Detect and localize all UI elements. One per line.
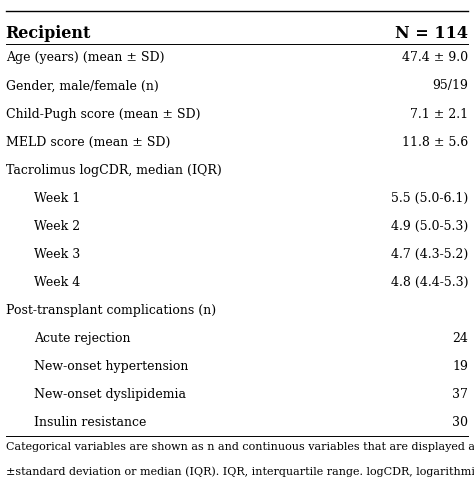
Text: 19: 19 [453, 360, 468, 373]
Text: Week 2: Week 2 [34, 220, 80, 233]
Text: New-onset dyslipidemia: New-onset dyslipidemia [34, 388, 186, 401]
Text: 24: 24 [453, 332, 468, 345]
Text: 47.4 ± 9.0: 47.4 ± 9.0 [402, 51, 468, 64]
Text: N = 114: N = 114 [395, 25, 468, 42]
Text: Categorical variables are shown as n and continuous variables that are displayed: Categorical variables are shown as n and… [6, 442, 474, 452]
Text: 95/19: 95/19 [432, 79, 468, 93]
Text: Child-Pugh score (mean ± SD): Child-Pugh score (mean ± SD) [6, 108, 200, 120]
Text: 30: 30 [452, 417, 468, 430]
Text: Age (years) (mean ± SD): Age (years) (mean ± SD) [6, 51, 164, 64]
Text: Tacrolimus logCDR, median (IQR): Tacrolimus logCDR, median (IQR) [6, 164, 221, 177]
Text: Post-transplant complications (n): Post-transplant complications (n) [6, 304, 216, 317]
Text: 4.7 (4.3-5.2): 4.7 (4.3-5.2) [391, 248, 468, 261]
Text: Acute rejection: Acute rejection [34, 332, 131, 345]
Text: New-onset hypertension: New-onset hypertension [34, 360, 189, 373]
Text: 7.1 ± 2.1: 7.1 ± 2.1 [410, 108, 468, 120]
Text: 4.9 (5.0-5.3): 4.9 (5.0-5.3) [391, 220, 468, 233]
Text: MELD score (mean ± SD): MELD score (mean ± SD) [6, 135, 170, 149]
Text: ±standard deviation or median (IQR). IQR, interquartile range. logCDR, logarithm: ±standard deviation or median (IQR). IQR… [6, 467, 474, 477]
Text: 11.8 ± 5.6: 11.8 ± 5.6 [402, 135, 468, 149]
Text: Week 1: Week 1 [34, 192, 81, 205]
Text: 5.5 (5.0-6.1): 5.5 (5.0-6.1) [391, 192, 468, 205]
Text: 37: 37 [453, 388, 468, 401]
Text: Recipient: Recipient [6, 25, 91, 42]
Text: Gender, male/female (n): Gender, male/female (n) [6, 79, 158, 93]
Text: Week 3: Week 3 [34, 248, 81, 261]
Text: Insulin resistance: Insulin resistance [34, 417, 146, 430]
Text: 4.8 (4.4-5.3): 4.8 (4.4-5.3) [391, 276, 468, 289]
Text: Week 4: Week 4 [34, 276, 81, 289]
